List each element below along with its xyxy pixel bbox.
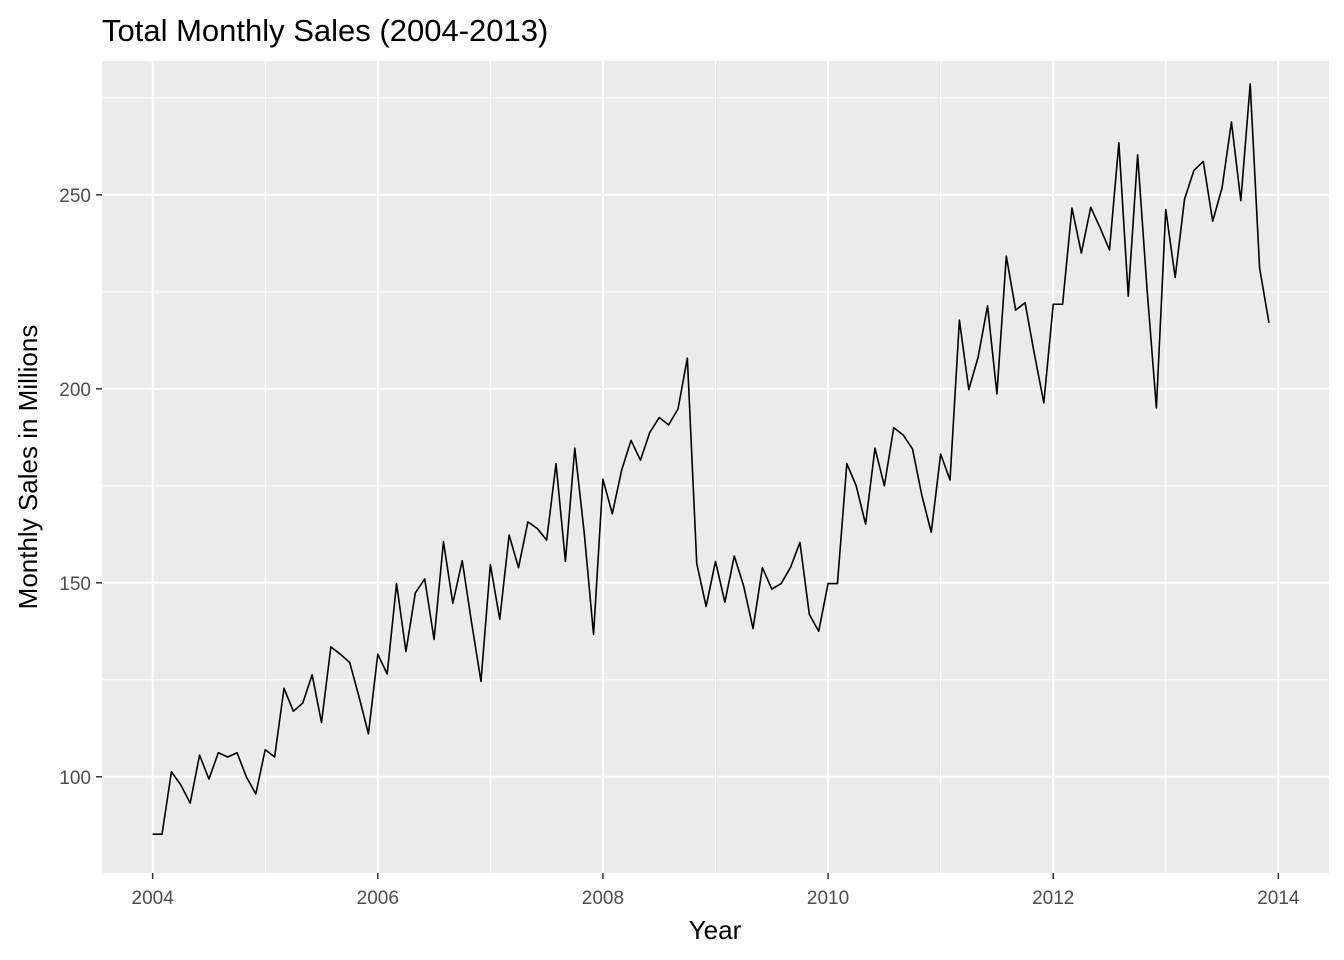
y-tick-label: 200 [59, 380, 91, 401]
minor-gridlines [102, 61, 1329, 873]
sales-series-line [152, 83, 1270, 836]
x-tick-label: 2004 [132, 888, 175, 909]
series-layer [152, 83, 1270, 836]
major-gridlines [102, 61, 1329, 873]
y-tick-label: 150 [59, 574, 91, 595]
y-tick-label: 250 [59, 186, 91, 207]
x-tick-label: 2014 [1257, 888, 1300, 909]
chart-title: Total Monthly Sales (2004-2013) [102, 13, 548, 48]
x-tick-label: 2006 [357, 888, 399, 909]
y-axis: 100 150 200 250 [59, 186, 102, 789]
x-tick-label: 2010 [807, 888, 849, 909]
x-axis-title: Year [689, 915, 742, 945]
y-tick-label: 100 [59, 768, 91, 789]
y-axis-title: Monthly Sales in Millions [13, 325, 43, 610]
x-tick-label: 2012 [1032, 888, 1074, 909]
x-axis: 2004 2006 2008 2010 2012 2014 [132, 873, 1300, 909]
x-tick-label: 2008 [582, 888, 624, 909]
